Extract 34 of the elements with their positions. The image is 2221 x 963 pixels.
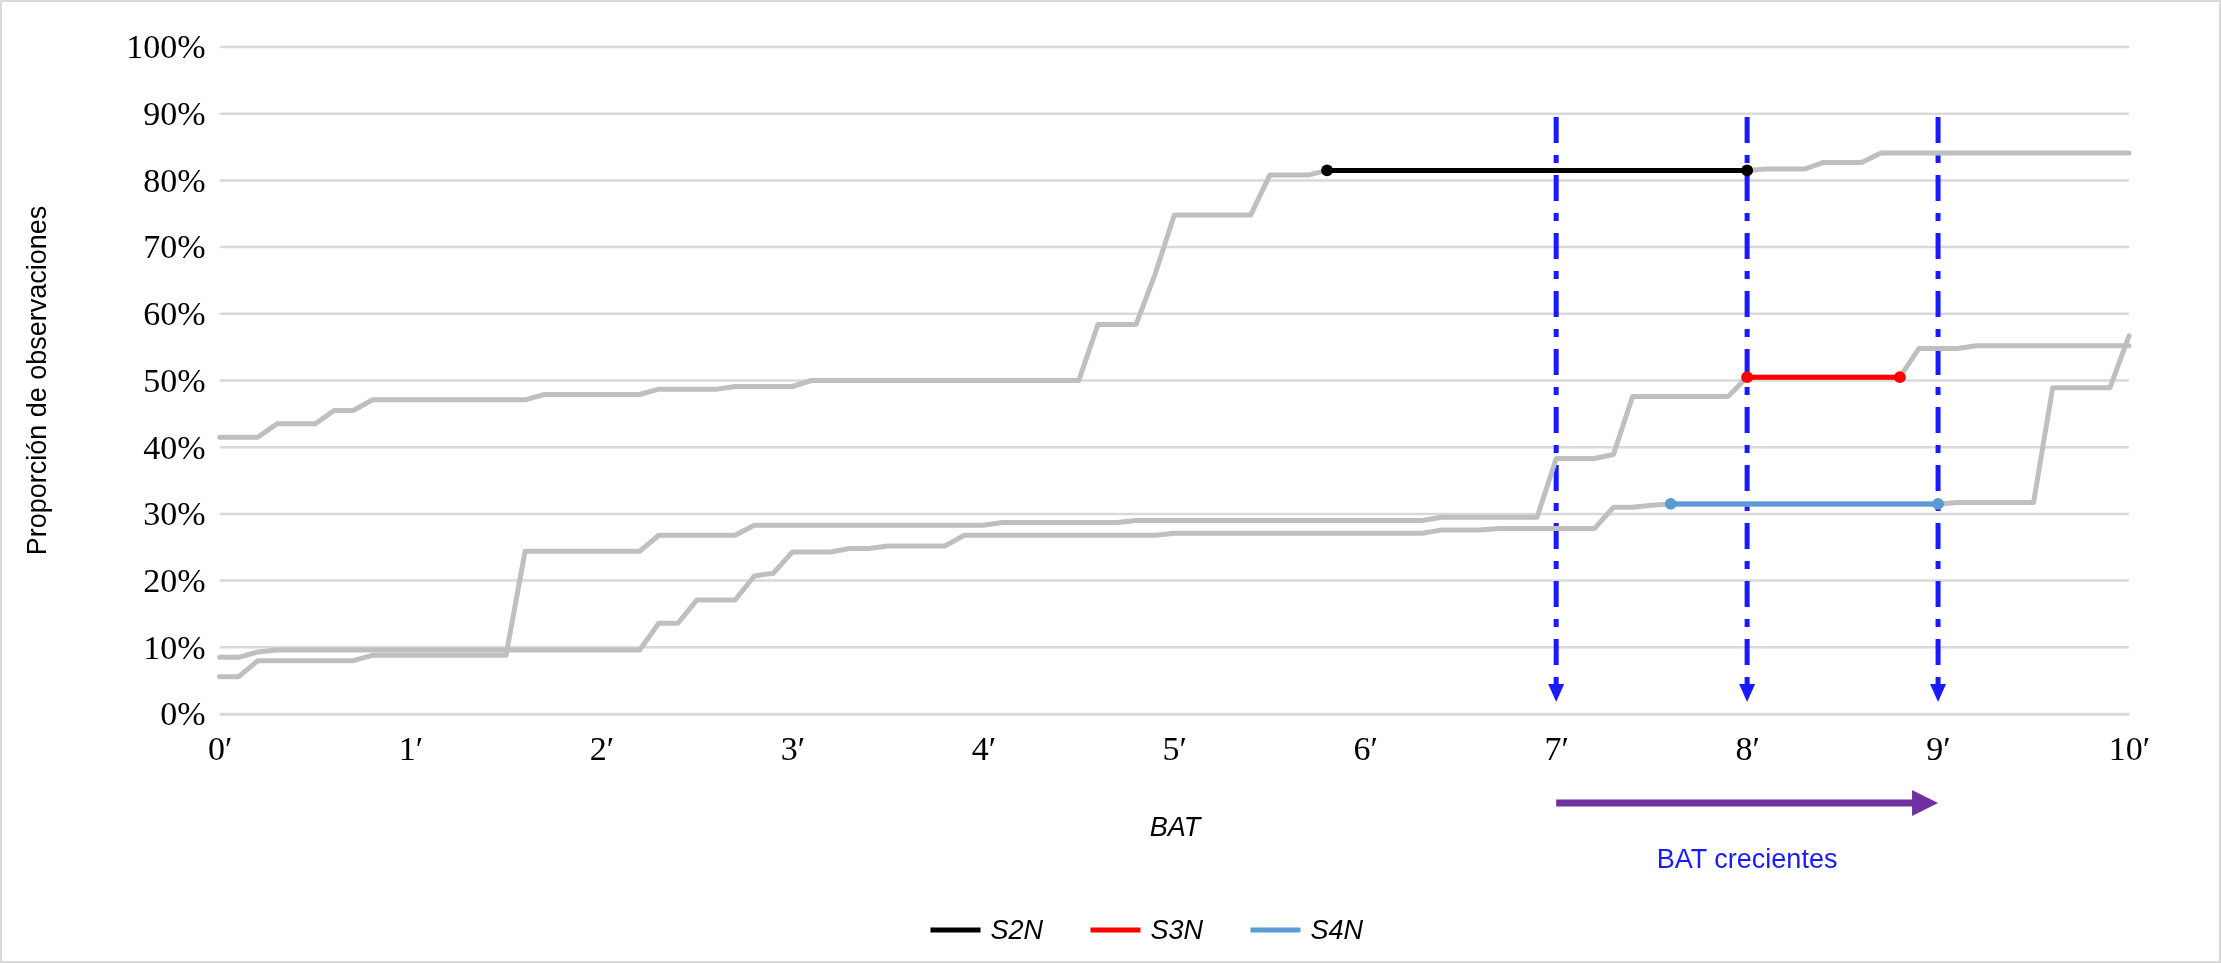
x-tick-label: 5′ <box>1162 730 1188 768</box>
x-tick-label: 8′ <box>1735 730 1760 768</box>
legend-label: S4N <box>1310 915 1364 945</box>
point <box>1664 497 1677 510</box>
y-axis-title: Proporción de observaciones <box>22 205 52 556</box>
y-tick-label: 100% <box>126 28 206 66</box>
y-tick-label: 40% <box>143 428 206 466</box>
x-tick-label: 4′ <box>971 730 997 768</box>
y-tick-label: 90% <box>143 95 206 133</box>
legend-label: S2N <box>990 915 1044 945</box>
x-tick-label: 1′ <box>398 730 424 768</box>
legend-label: S3N <box>1150 915 1204 945</box>
y-tick-label: 20% <box>143 561 206 599</box>
x-tick-label: 0′ <box>207 730 233 768</box>
x-axis-title: BAT <box>1149 812 1203 842</box>
x-tick-label: 6′ <box>1353 730 1378 768</box>
text: BAT crecientes <box>1656 844 1838 874</box>
y-tick-label: 70% <box>143 228 206 266</box>
x-tick-label: 2′ <box>589 730 615 768</box>
y-tick-label: 80% <box>143 161 206 199</box>
y-tick-label: 30% <box>143 495 206 533</box>
y-tick-label: 60% <box>143 295 206 333</box>
y-tick-label: 50% <box>143 361 206 399</box>
x-tick-label: 10′ <box>2108 730 2151 768</box>
x-tick-label: 3′ <box>780 730 806 768</box>
point <box>1741 371 1754 384</box>
y-tick-label: 10% <box>143 628 206 666</box>
y-tick-label: 0% <box>160 695 206 733</box>
point <box>1321 164 1333 177</box>
x-tick-label: 9′ <box>1926 730 1951 768</box>
x-tick-label: 7′ <box>1544 730 1569 768</box>
point <box>1932 497 1944 510</box>
point <box>1893 371 1906 384</box>
point <box>1741 164 1754 177</box>
